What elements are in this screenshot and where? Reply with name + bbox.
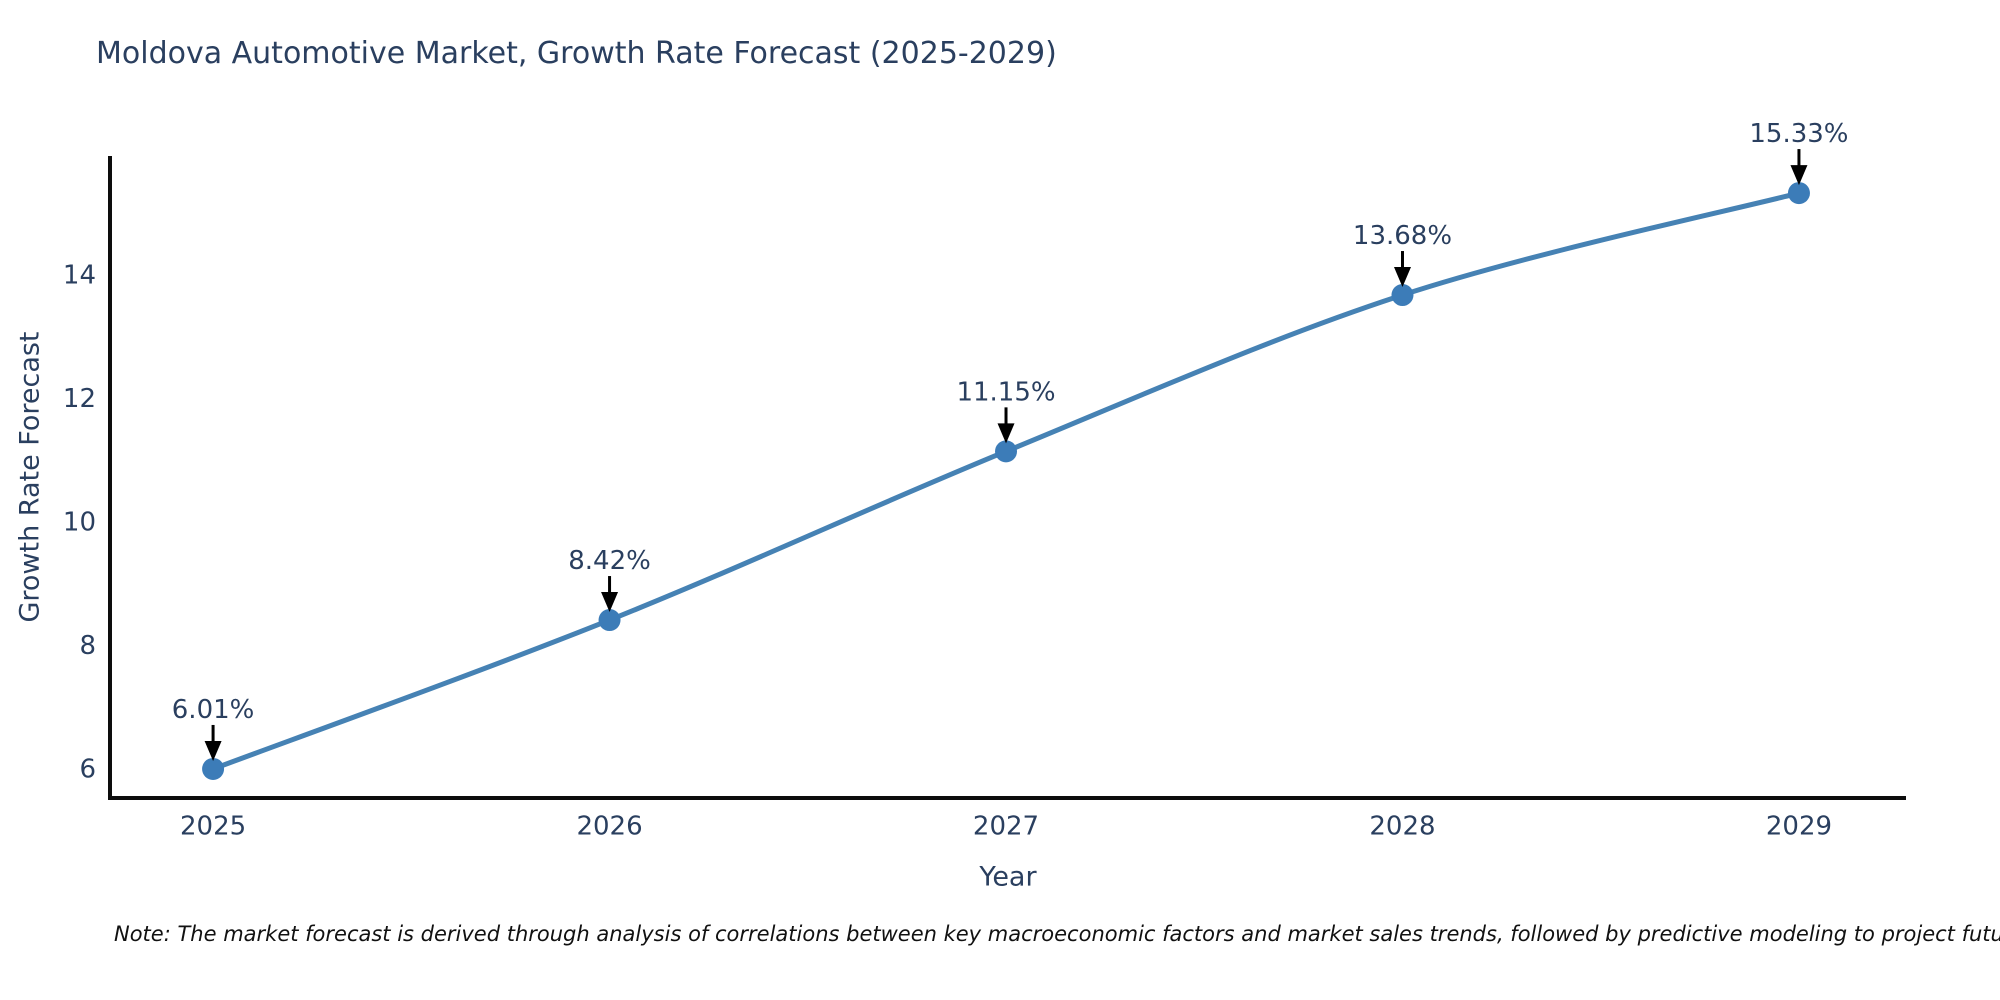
annotation-label-2027: 11.15%: [956, 377, 1055, 407]
data-point-2029: [1787, 182, 1810, 205]
data-point-2028: [1391, 284, 1414, 307]
x-tick-label: 2028: [1369, 811, 1435, 841]
x-tick-label: 2027: [973, 811, 1039, 841]
annotation-label-2029: 15.33%: [1749, 119, 1848, 149]
annotation-arrowhead-2025: [204, 740, 222, 761]
series-line: [210, 190, 1802, 772]
y-axis-title: Growth Rate Forecast: [15, 331, 46, 622]
footnote: Note: The market forecast is derived thr…: [114, 922, 2000, 946]
annotation-arrowhead-2027: [997, 423, 1015, 444]
annotation-arrowhead-2026: [601, 592, 619, 613]
x-tick-label: 2025: [180, 811, 246, 841]
annotation-label-2028: 13.68%: [1353, 221, 1452, 251]
y-tick-label: 8: [79, 631, 96, 661]
x-tick-label: 2026: [576, 811, 642, 841]
y-tick-label: 6: [79, 755, 96, 785]
data-point-2025: [202, 757, 225, 780]
x-tick-label: 2029: [1766, 811, 1832, 841]
annotation-label-2026: 8.42%: [568, 546, 651, 576]
annotation-arrowhead-2028: [1393, 267, 1411, 288]
y-tick-label: 12: [63, 384, 96, 414]
chart-title: Moldova Automotive Market, Growth Rate F…: [96, 36, 1057, 71]
data-point-2027: [995, 440, 1018, 463]
annotation-label-2025: 6.01%: [172, 695, 255, 725]
x-axis-title: Year: [978, 862, 1037, 893]
y-tick-label: 10: [63, 507, 96, 537]
data-point-2026: [598, 609, 621, 632]
y-tick-label: 14: [63, 260, 96, 290]
annotation-arrowhead-2029: [1790, 165, 1808, 186]
